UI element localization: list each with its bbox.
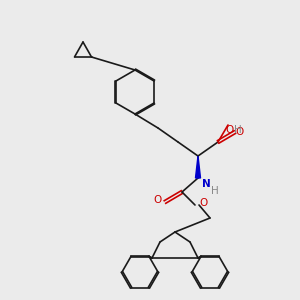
Text: N: N [202,179,210,189]
Text: O: O [226,125,234,135]
Text: H: H [234,125,242,135]
Text: O: O [236,127,244,137]
Text: O: O [154,195,162,205]
Text: H: H [211,186,219,196]
Text: O: O [199,198,207,208]
Polygon shape [196,156,200,178]
